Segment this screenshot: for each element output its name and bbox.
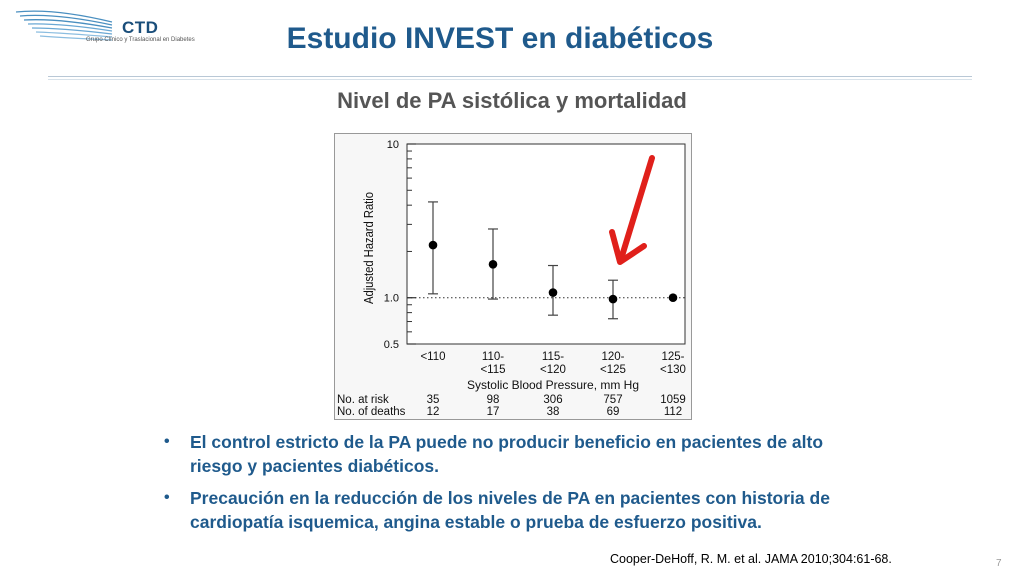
x-axis-label: Systolic Blood Pressure, mm Hg [467,378,639,392]
y-axis-label: Adjusted Hazard Ratio [361,192,376,304]
bullet-item: Precaución en la reducción de los nivele… [160,486,850,534]
slide-subtitle: Nivel de PA sistólica y mortalidad [337,88,687,113]
x-tick-label: 125-<130 [660,351,686,376]
x-tick-label: <110 [420,351,445,363]
data-point [488,259,498,269]
y-tick-label: 1.0 [384,293,399,305]
title-divider-secondary [48,79,972,80]
slide-number: 7 [996,558,1002,569]
logo-subtitle: Grupo Clínico y Traslacional en Diabetes [86,37,195,43]
risk-table-value: 69 [607,406,620,418]
risk-table-value: 17 [487,406,500,418]
x-tick-label: 110-<115 [480,351,505,376]
risk-table-value: 38 [547,406,560,418]
risk-table-label: No. of deaths [337,406,406,418]
risk-table-label: No. at risk [337,394,389,406]
risk-table-value: 35 [427,394,440,406]
red-arrow-icon [609,155,655,265]
plot-area [406,143,686,345]
risk-table-value: 98 [487,394,500,406]
data-point [608,294,618,304]
logo-name: CTD [122,18,159,37]
data-point [428,240,438,250]
x-tick-label: 120-<125 [600,351,626,376]
chart-svg: 0.5 1.0 10 Adjusted Hazard Ratio <110 110-<11… [337,139,686,418]
logo-swoosh-icon [15,10,113,41]
risk-table-value: 1059 [660,394,686,406]
risk-table-value: 12 [427,406,440,418]
bullet-list: El control estricto de la PA puede no pr… [160,430,850,542]
y-tick-label: 0.5 [384,339,399,351]
y-tick-label: 10 [387,139,399,151]
bullet-item: El control estricto de la PA puede no pr… [160,430,850,478]
data-point [548,288,558,297]
x-tick-label: 115-<120 [540,351,566,376]
slide-title: Estudio INVEST en diabéticos [286,22,714,55]
risk-table-value: 112 [664,406,682,418]
data-point [668,293,678,303]
logo: CTD Grupo Clínico y Traslacional en Diab… [14,8,195,48]
risk-table-value: 306 [543,394,562,406]
chart-figure: 0.5 1.0 10 Adjusted Hazard Ratio <110 110-<11… [334,133,692,420]
citation: Cooper-DeHoff, R. M. et al. JAMA 2010;30… [610,552,892,566]
title-divider [48,76,972,77]
risk-table-value: 757 [603,394,622,406]
